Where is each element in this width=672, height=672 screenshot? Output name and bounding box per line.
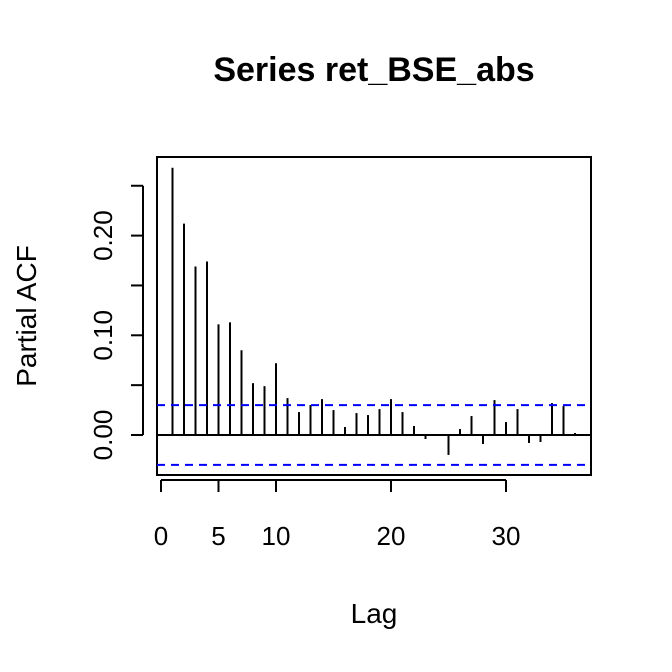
confidence-bounds <box>157 404 591 466</box>
x-tick-label: 5 <box>211 521 225 551</box>
plot-frame <box>156 156 592 476</box>
chart-title: Series ret_BSE_abs <box>213 51 534 89</box>
y-tick-label: 0.10 <box>88 310 118 361</box>
x-tick-label: 0 <box>154 521 168 551</box>
x-tick-label: 10 <box>262 521 291 551</box>
y-tick-label: 0.20 <box>88 210 118 261</box>
y-axis-label: Partial ACF <box>11 245 42 387</box>
y-axis: 0.00 0.10 0.20 <box>88 184 144 461</box>
x-tick-label: 30 <box>492 521 521 551</box>
pacf-bars <box>157 167 591 455</box>
x-tick-label: 20 <box>377 521 406 551</box>
x-axis-label: Lag <box>351 598 398 629</box>
y-tick-label: 0.00 <box>88 410 118 461</box>
x-axis: 0 5 10 20 30 <box>154 479 521 551</box>
